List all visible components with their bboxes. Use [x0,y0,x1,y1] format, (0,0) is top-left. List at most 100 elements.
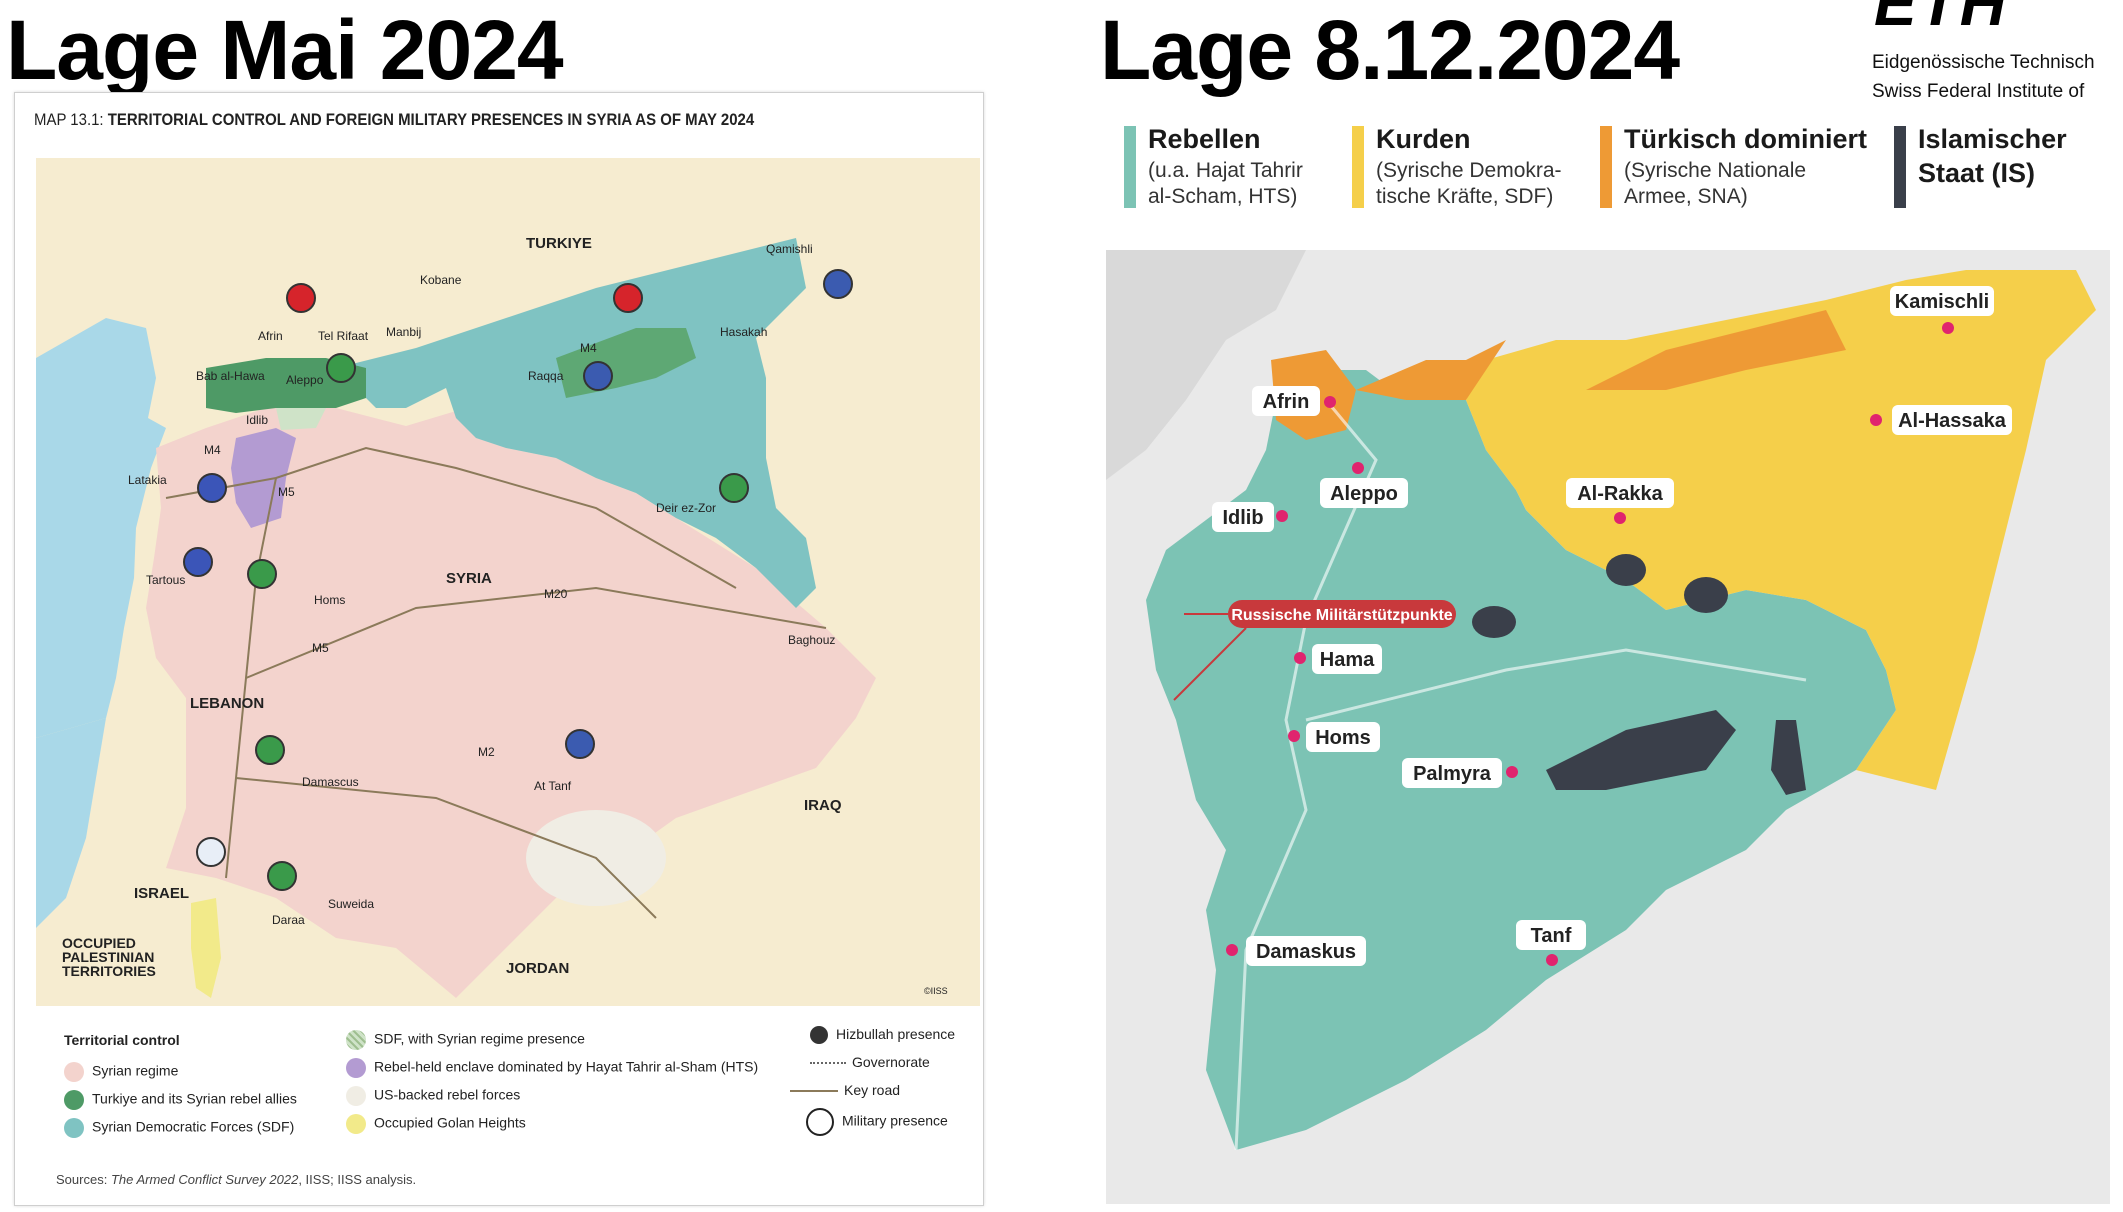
right-legend-rebels-title: Rebellen [1148,124,1261,154]
city-hasakah: Hasakah [720,325,767,339]
svg-text:Idlib: Idlib [1222,507,1263,529]
pin-turkiye-east [613,283,643,313]
city-tartous: Tartous [146,573,185,587]
city-afrin: Afrin [1252,386,1336,416]
label-turkiye: TURKIYE [526,235,592,252]
pin-iran-aleppo [326,353,356,383]
pin-iran-homs [247,559,277,589]
label-opt-3: TERRITORIES [62,963,156,979]
city-manbij: Manbij [386,325,421,339]
legend-hts-label: Rebel-held enclave dominated by Hayat Ta… [374,1058,759,1075]
road-east [1305,648,1807,722]
is-area-4 [1546,710,1736,790]
right-legend-turkish-title: Türkisch dominiert [1624,124,1868,154]
city-tel-rifaat: Tel Rifaat [318,329,369,343]
road-m5-south: M5 [312,641,329,655]
legend-hts: Rebel-held enclave dominated by Hayat Ta… [346,1058,758,1078]
golan-area [191,898,221,998]
legend-sdf: Syrian Democratic Forces (SDF) [64,1118,294,1138]
swatch-sdf [64,1118,84,1138]
pin-us-raqqa [583,361,613,391]
is-area-2 [1684,577,1728,613]
city-afrin: Afrin [258,329,283,343]
swatch-hts [346,1058,366,1078]
legend-golan: Occupied Golan Heights [346,1114,526,1134]
svg-text:Damaskus: Damaskus [1256,941,1356,963]
city-damaskus: Damaskus [1226,936,1366,966]
legend-key-road: Key road [790,1082,900,1098]
legend-us-backed: US-backed rebel forces [346,1086,520,1106]
city-kobane: Kobane [420,273,462,287]
right-legend-turkish-sub: (Syrische Nationale Armee, SNA) [1624,159,1807,208]
road-m4-east: M4 [580,341,597,355]
right-map: Russische Militärstützpunkte Kamischli A… [1106,250,2110,1204]
city-aleppo: Aleppo [1320,462,1408,508]
city-al-rakka: Al-Rakka [1566,478,1674,524]
city-deir-ez-zor: Deir ez-Zor [656,501,716,515]
legend-us-backed-label: US-backed rebel forces [374,1086,521,1103]
sources-line: Sources: The Armed Conflict Survey 2022,… [56,1172,416,1187]
syrian-regime-area [146,408,876,998]
left-map-title: MAP 13.1: TERRITORIAL CONTROL AND FOREIG… [34,110,754,130]
legend-regime-label: Syrian regime [92,1062,179,1079]
svg-text:Homs: Homs [1315,727,1371,749]
kurds-area [1466,270,2096,790]
city-bab-al-hawa: Bab al-Hawa [196,369,265,383]
swatch-key-road [790,1090,838,1093]
sdf-area [336,238,816,608]
road-m2: M2 [478,745,495,759]
sources-rest: , IISS; IISS analysis. [298,1172,417,1187]
left-heading: Lage Mai 2024 [6,3,564,97]
pin-russia-tartous [183,547,213,577]
right-legend-is-bar [1894,126,1906,208]
svg-text:Al-Hassaka: Al-Hassaka [1898,410,2007,432]
right-legend: Rebellen (u.a. Hajat Tahrir al-Scham, HTS… [1124,124,2123,214]
swatch-governorate [810,1062,846,1065]
left-map: TURKIYE SYRIA LEBANON IRAQ ISRAEL JORDAN… [36,158,980,1006]
swatch-sdf-regime [346,1030,366,1050]
swatch-turkiye [64,1090,84,1110]
is-area-5 [1771,720,1806,795]
legend-sdf-label: Syrian Democratic Forces (SDF) [92,1118,295,1135]
hts-enclave [231,428,296,528]
pin-iran-daraa [267,861,297,891]
legend-regime: Syrian regime [64,1062,178,1082]
swatch-us-backed [346,1086,366,1106]
legend-turkiye: Turkiye and its Syrian rebel allies [64,1090,297,1110]
city-homs: Homs [1288,722,1380,752]
road-m4-west: M4 [204,443,221,457]
sea-south [36,718,106,928]
russian-bases-callout [1228,600,1456,628]
sources-title: The Armed Conflict Survey 2022 [110,1172,299,1187]
turkish-area-east [1586,310,1846,390]
swatch-golan [346,1114,366,1134]
right-heading: Lage 8.12.2024 [1100,3,1680,97]
eth-logo: ETH Eidgenössische Technisch Swiss Feder… [1868,0,2123,110]
label-israel: ISRAEL [134,885,189,902]
label-opt-1: OCCUPIED [62,935,136,951]
city-qamishli: Qamishli [766,242,813,256]
legend-military: Military presence [806,1108,948,1136]
label-syria: SYRIA [446,570,492,587]
right-legend-rebels-bar [1124,126,1136,208]
turkiye-allies-west [206,358,366,413]
eth-line-2: Swiss Federal Institute of [1872,81,2085,102]
left-map-title-prefix: MAP 13.1: [34,110,104,129]
pin-israel-golan [196,837,226,867]
legend-title: Territorial control [64,1032,180,1048]
city-baghouz: Baghouz [788,633,835,647]
legend-key-road-label: Key road [844,1082,901,1098]
legend-sdf-regime: SDF, with Syrian regime presence [346,1030,585,1050]
pin-turkiye-afrin [286,283,316,313]
svg-text:Hama: Hama [1320,649,1375,671]
is-area-1 [1606,554,1646,586]
legend-governorate: Governorate [810,1054,930,1070]
city-tanf: Tanf [1516,920,1586,966]
is-area-3 [1472,606,1516,638]
label-jordan: JORDAN [506,960,569,977]
swatch-hizbullah [810,1026,828,1045]
swatch-regime [64,1062,84,1082]
legend-military-label: Military presence [842,1112,948,1129]
city-at-tanf: At Tanf [534,779,572,793]
legend-turkiye-label: Turkiye and its Syrian rebel allies [92,1090,297,1107]
